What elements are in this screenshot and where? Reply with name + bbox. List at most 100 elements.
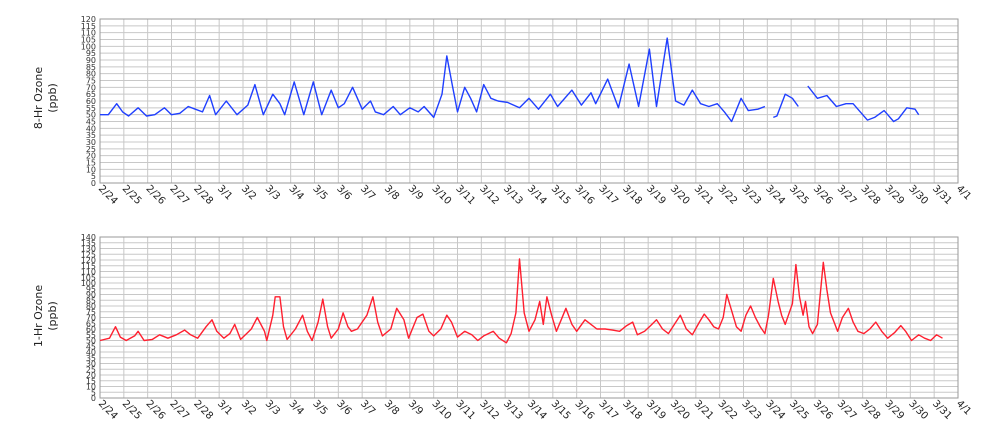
y-tick-label: 15 (86, 377, 96, 386)
x-tick-label: 2/28 (191, 183, 215, 207)
series-line (807, 85, 920, 123)
x-tick-label: 3/18 (620, 398, 644, 422)
y-tick-label: 5 (91, 388, 96, 397)
y-tick-label: 55 (86, 331, 96, 340)
series-line (773, 93, 799, 119)
y-tick-label: 35 (86, 131, 96, 140)
x-tick-label: 2/25 (120, 398, 144, 422)
x-tick-label: 3/20 (668, 183, 692, 207)
x-tick-label: 3/5 (310, 183, 329, 202)
plot-frame (99, 18, 959, 184)
x-tick-label: 3/9 (406, 183, 425, 202)
x-tick-label: 3/6 (334, 183, 353, 202)
x-tick-label: 3/21 (692, 398, 716, 422)
x-tick-label: 3/1 (215, 398, 234, 417)
x-tick-label: 3/31 (930, 398, 954, 422)
y-tick-label: 65 (86, 319, 96, 328)
y-tick-label: 105 (81, 273, 96, 282)
y-tick-label: 120 (81, 15, 96, 24)
y-tick-label: 135 (81, 239, 96, 248)
x-tick-label: 3/25 (787, 183, 811, 207)
x-tick-label: 3/31 (930, 183, 954, 207)
x-tick-label: 3/30 (906, 398, 930, 422)
x-tick-label: 3/26 (811, 183, 835, 207)
x-tick-label: 3/6 (334, 398, 353, 417)
x-tick-label: 3/27 (835, 183, 859, 207)
y-tick-label: 55 (86, 104, 96, 113)
y-tick-label: 115 (81, 22, 96, 31)
x-tick-label: 3/9 (406, 398, 425, 417)
y-tick-label: 60 (86, 325, 96, 334)
x-tick-label: 3/16 (573, 183, 597, 207)
x-tick-label: 2/27 (167, 398, 191, 422)
x-tick-label: 3/15 (549, 398, 573, 422)
x-tick-label: 3/8 (382, 398, 401, 417)
y-tick-label: 10 (86, 165, 96, 174)
y-tick-label: 25 (86, 365, 96, 374)
y-tick-label: 90 (86, 291, 96, 300)
x-tick-label: 3/10 (430, 398, 454, 422)
x-tick-label: 3/14 (525, 398, 549, 422)
x-tick-label: 3/27 (835, 398, 859, 422)
y-tick-label: 70 (86, 83, 96, 92)
y-tick-label: 100 (81, 42, 96, 51)
y-tick-label: 110 (81, 268, 96, 277)
ylabel-8hr-line2: (ppb) (46, 83, 59, 113)
x-tick-label: 3/7 (358, 183, 377, 202)
x-tick-label: 3/12 (477, 183, 501, 207)
x-tick-label: 3/30 (906, 183, 930, 207)
y-tick-label: 0 (91, 179, 96, 188)
ylabel-8hr-line1: 8-Hr Ozone (32, 67, 45, 129)
series-line (100, 37, 766, 123)
x-tick-label: 3/7 (358, 398, 377, 417)
x-tick-label: 2/24 (96, 398, 120, 422)
x-tick-label: 3/3 (263, 398, 282, 417)
plot-frame (99, 236, 959, 399)
x-tick-label: 3/21 (692, 183, 716, 207)
x-tick-label: 3/5 (310, 398, 329, 417)
x-tick-label: 2/26 (144, 398, 168, 422)
y-tick-label: 45 (86, 342, 96, 351)
x-tick-label: 3/24 (763, 183, 787, 207)
y-tick-label: 25 (86, 145, 96, 154)
y-tick-label: 20 (86, 152, 96, 161)
x-tick-label: 2/26 (144, 183, 168, 207)
y-tick-label: 20 (86, 371, 96, 380)
x-tick-label: 3/22 (716, 183, 740, 207)
y-tick-label: 15 (86, 159, 96, 168)
x-tick-label: 3/10 (430, 183, 454, 207)
y-tick-label: 65 (86, 90, 96, 99)
y-tick-label: 95 (86, 49, 96, 58)
x-tick-label: 3/13 (501, 398, 525, 422)
y-tick-label: 50 (86, 111, 96, 120)
y-tick-label: 50 (86, 337, 96, 346)
y-tick-label: 100 (81, 279, 96, 288)
x-tick-label: 3/1 (215, 183, 234, 202)
x-tick-label: 2/24 (96, 183, 120, 207)
x-tick-label: 3/18 (620, 183, 644, 207)
y-tick-label: 120 (81, 256, 96, 265)
ozone-1hr-chart: 1-Hr Ozone (ppb) 05101520253035404550556… (32, 233, 973, 422)
x-tick-label: 3/23 (739, 183, 763, 207)
y-tick-label: 85 (86, 296, 96, 305)
y-tick-label: 60 (86, 97, 96, 106)
y-tick-label: 0 (91, 394, 96, 403)
ylabel-1hr-line2: (ppb) (46, 301, 59, 331)
x-tick-label: 3/13 (501, 183, 525, 207)
x-tick-label: 3/25 (787, 398, 811, 422)
x-tick-label: 3/8 (382, 183, 401, 202)
y-tick-label: 105 (81, 36, 96, 45)
x-tick-label: 3/26 (811, 398, 835, 422)
x-tick-label: 3/11 (453, 183, 477, 207)
x-tick-label: 3/29 (882, 183, 906, 207)
x-tick-label: 4/1 (954, 398, 973, 417)
x-tick-label: 2/27 (167, 183, 191, 207)
y-tick-label: 75 (86, 308, 96, 317)
x-tick-label: 3/14 (525, 183, 549, 207)
x-tick-label: 3/19 (644, 183, 668, 207)
x-tick-label: 3/17 (596, 183, 620, 207)
x-tick-label: 3/28 (859, 398, 883, 422)
x-tick-label: 3/28 (859, 183, 883, 207)
x-tick-label: 3/15 (549, 183, 573, 207)
